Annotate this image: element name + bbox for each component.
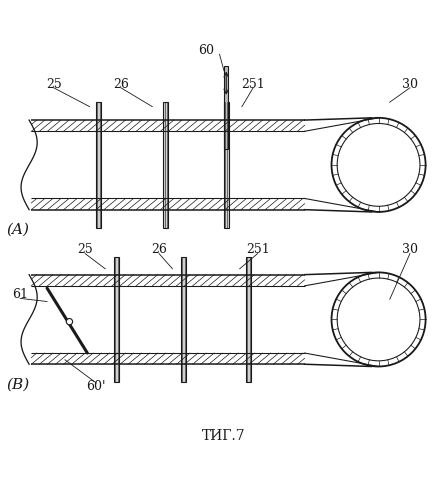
Text: 251: 251 <box>241 78 265 90</box>
Bar <box>96 102 101 228</box>
Bar <box>114 256 119 382</box>
Text: 30: 30 <box>402 244 418 256</box>
Text: 251: 251 <box>246 244 270 256</box>
Text: (A): (A) <box>6 223 30 237</box>
Text: 61: 61 <box>12 288 28 302</box>
Bar <box>181 256 186 382</box>
Text: 60: 60 <box>198 44 214 57</box>
Text: 26: 26 <box>151 244 167 256</box>
Bar <box>224 102 228 228</box>
Text: (В): (В) <box>6 378 30 392</box>
Bar <box>164 102 168 228</box>
Text: 30: 30 <box>402 78 418 90</box>
Text: 25: 25 <box>46 78 62 90</box>
Text: 26: 26 <box>113 78 129 90</box>
Bar <box>246 256 251 382</box>
Circle shape <box>66 318 73 325</box>
Text: 60': 60' <box>86 380 106 393</box>
Bar <box>224 66 228 149</box>
Text: 25: 25 <box>77 244 93 256</box>
Text: ΤИГ.7: ΤИГ.7 <box>202 429 246 443</box>
